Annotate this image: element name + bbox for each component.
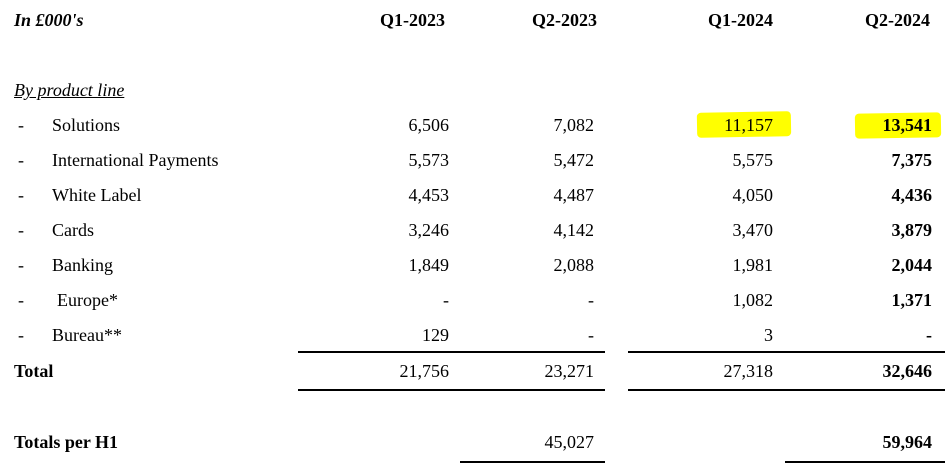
row-label: Cards <box>52 220 94 240</box>
rule <box>628 351 945 353</box>
bullet: - <box>18 220 24 240</box>
total-cell: 27,318 <box>723 361 774 381</box>
cell: 1,981 <box>732 255 774 275</box>
total-cell: 23,271 <box>544 361 595 381</box>
rule <box>298 389 605 391</box>
row-label: Solutions <box>52 115 121 135</box>
section-title: By product line <box>14 80 125 100</box>
rule <box>628 389 945 391</box>
cell: 129 <box>422 325 449 345</box>
cell: 1,849 <box>408 255 450 275</box>
cell: 3,879 <box>891 220 933 240</box>
row-label: Europe* <box>57 290 118 310</box>
column-header: Q1-2024 <box>708 10 773 30</box>
h1-cell: 59,964 <box>882 432 933 452</box>
row-label: Bureau** <box>52 325 122 345</box>
rule <box>785 461 945 463</box>
cell: 11,157 <box>724 115 773 135</box>
bullet: - <box>18 290 24 310</box>
cell: 5,575 <box>732 150 774 170</box>
unit-label: In £000's <box>14 10 84 30</box>
cell: - <box>443 290 449 310</box>
h1-label: Totals per H1 <box>14 432 119 452</box>
cell: 3 <box>764 325 773 345</box>
column-header: Q2-2023 <box>532 10 597 30</box>
bullet: - <box>18 255 24 275</box>
rule <box>460 461 605 463</box>
cell: 4,453 <box>408 185 450 205</box>
cell: 3,470 <box>732 220 774 240</box>
cell: - <box>926 325 932 345</box>
bullet: - <box>18 150 24 170</box>
cell: 1,082 <box>732 290 774 310</box>
cell: 13,541 <box>882 115 933 135</box>
cell: 2,088 <box>553 255 595 275</box>
row-label: Banking <box>52 255 113 275</box>
cell: 5,573 <box>408 150 450 170</box>
h1-cell: 45,027 <box>544 432 595 452</box>
total-label: Total <box>14 361 54 381</box>
total-cell: 32,646 <box>882 361 933 381</box>
cell: 4,050 <box>732 185 774 205</box>
column-header: Q2-2024 <box>865 10 930 30</box>
cell: 4,487 <box>553 185 595 205</box>
cell: 2,044 <box>891 255 933 275</box>
cell: 7,082 <box>553 115 595 135</box>
rule <box>298 351 605 353</box>
cell: 4,436 <box>891 185 933 205</box>
column-header: Q1-2023 <box>380 10 445 30</box>
total-cell: 21,756 <box>399 361 450 381</box>
cell: 3,246 <box>408 220 450 240</box>
row-label: White Label <box>52 185 142 205</box>
cell: - <box>588 325 594 345</box>
cell: 7,375 <box>891 150 933 170</box>
cell: 1,371 <box>891 290 933 310</box>
bullet: - <box>18 325 24 345</box>
cell: 5,472 <box>553 150 595 170</box>
cell: 6,506 <box>408 115 450 135</box>
bullet: - <box>18 185 24 205</box>
cell: - <box>588 290 594 310</box>
cell: 4,142 <box>553 220 595 240</box>
row-label: International Payments <box>52 150 219 170</box>
bullet: - <box>18 115 24 135</box>
